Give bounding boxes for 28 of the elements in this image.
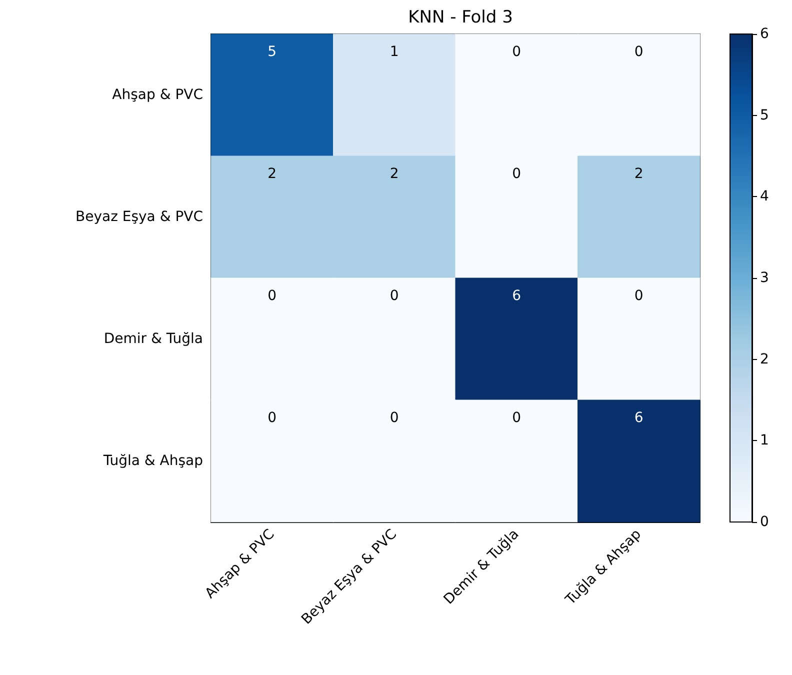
y-tick-label: Tuğla & Ahşap bbox=[102, 453, 204, 469]
data-label: 0 bbox=[634, 44, 644, 60]
data-label: 0 bbox=[390, 288, 399, 304]
color-bar-label: 0 bbox=[760, 514, 769, 530]
color-bar-label: 6 bbox=[760, 26, 769, 42]
data-label: 0 bbox=[512, 410, 522, 426]
data-label: 2 bbox=[634, 166, 644, 182]
y-tick-label: Ahşap & PVC bbox=[112, 87, 204, 103]
color-bar-label: 1 bbox=[760, 432, 769, 449]
y-tick-label: Beyaz Eşya & PVC bbox=[76, 209, 204, 225]
data-label: 2 bbox=[390, 166, 399, 182]
data-label: 6 bbox=[512, 288, 522, 304]
color-bar-label: 5 bbox=[760, 107, 769, 124]
data-label: 6 bbox=[634, 410, 644, 426]
data-label: 0 bbox=[512, 166, 522, 182]
data-label: 0 bbox=[268, 410, 277, 426]
color-bar-label: 3 bbox=[760, 270, 769, 286]
data-label: 0 bbox=[390, 410, 399, 426]
data-label: 5 bbox=[268, 44, 277, 60]
chart-title: KNN - Fold 3 bbox=[408, 8, 513, 28]
data-label: 0 bbox=[634, 288, 644, 304]
color-bar-label: 2 bbox=[760, 351, 769, 368]
data-label: 2 bbox=[268, 166, 277, 182]
data-label: 1 bbox=[390, 44, 399, 60]
data-label: 0 bbox=[512, 44, 522, 60]
y-tick-label: Demir & Tuğla bbox=[104, 331, 203, 347]
data-label: 0 bbox=[268, 288, 277, 304]
color-bar-label: 4 bbox=[760, 188, 769, 205]
